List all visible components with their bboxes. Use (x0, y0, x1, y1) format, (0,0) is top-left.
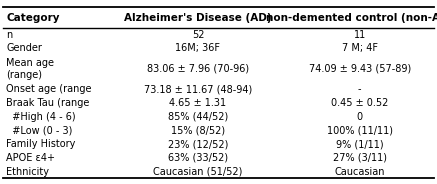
Text: 74.09 ± 9.43 (57-89): 74.09 ± 9.43 (57-89) (309, 64, 411, 74)
Text: Ethnicity: Ethnicity (6, 167, 49, 177)
Text: 63% (33/52): 63% (33/52) (168, 153, 228, 163)
Text: Gender: Gender (6, 43, 42, 53)
Text: non-demented control (non-AD): non-demented control (non-AD) (266, 13, 437, 23)
Text: 15% (8/52): 15% (8/52) (171, 125, 225, 136)
Text: Caucasian: Caucasian (334, 167, 385, 177)
Text: Mean age
(range): Mean age (range) (6, 58, 54, 80)
Text: 0: 0 (357, 112, 363, 122)
Text: 9% (1/11): 9% (1/11) (336, 139, 383, 149)
Text: 11: 11 (354, 30, 366, 40)
Text: Onset age (range: Onset age (range (6, 84, 92, 95)
Text: -: - (358, 84, 361, 95)
Text: n: n (6, 30, 12, 40)
Text: #High (4 - 6): #High (4 - 6) (6, 112, 76, 122)
Text: 73.18 ± 11.67 (48-94): 73.18 ± 11.67 (48-94) (144, 84, 252, 95)
Text: 27% (3/11): 27% (3/11) (333, 153, 387, 163)
Text: Caucasian (51/52): Caucasian (51/52) (153, 167, 243, 177)
Text: 52: 52 (192, 30, 204, 40)
Text: 7 M; 4F: 7 M; 4F (342, 43, 378, 53)
Text: 16M; 36F: 16M; 36F (176, 43, 220, 53)
Text: 23% (12/52): 23% (12/52) (168, 139, 228, 149)
Text: Category: Category (6, 13, 59, 23)
Text: 4.65 ± 1.31: 4.65 ± 1.31 (170, 98, 226, 108)
Text: APOE ε4+: APOE ε4+ (6, 153, 55, 163)
Text: Braak Tau (range: Braak Tau (range (6, 98, 90, 108)
Text: #Low (0 - 3): #Low (0 - 3) (6, 125, 73, 136)
Text: 100% (11/11): 100% (11/11) (326, 125, 393, 136)
Text: Family History: Family History (6, 139, 76, 149)
Text: 85% (44/52): 85% (44/52) (168, 112, 228, 122)
Text: 0.45 ± 0.52: 0.45 ± 0.52 (331, 98, 388, 108)
Text: 83.06 ± 7.96 (70-96): 83.06 ± 7.96 (70-96) (147, 64, 249, 74)
Text: Alzheimer's Disease (AD): Alzheimer's Disease (AD) (124, 13, 272, 23)
